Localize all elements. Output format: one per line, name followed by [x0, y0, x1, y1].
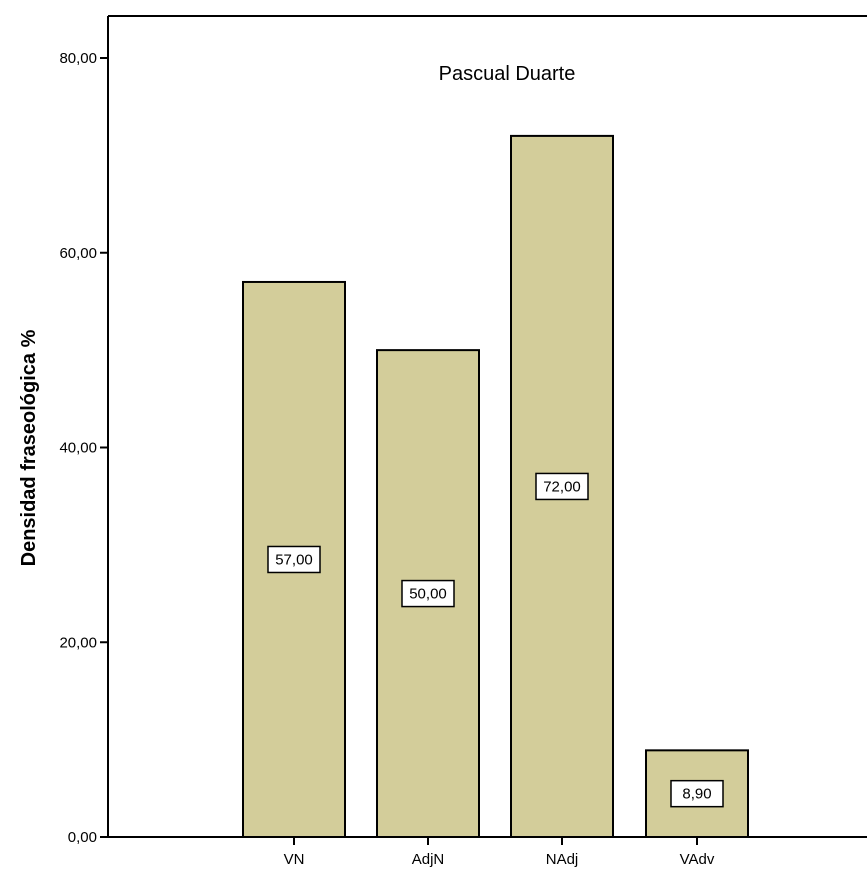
x-tick-label: VAdv [680, 851, 715, 868]
data-label-box [401, 579, 455, 608]
data-label-box [670, 779, 724, 808]
chart-title: Pascual Duarte [439, 63, 576, 85]
y-tick-label: 40,00 [59, 440, 97, 457]
y-tick-label: 20,00 [59, 634, 97, 651]
y-axis-label: Densidad fraseológica % [18, 329, 40, 566]
data-label: 50,00 [409, 586, 447, 603]
plot-frame [107, 15, 867, 838]
data-label-box [535, 472, 589, 501]
data-label-box [267, 545, 321, 574]
bar [645, 749, 749, 838]
y-tick-label: 60,00 [59, 245, 97, 262]
y-tick-label: 80,00 [59, 50, 97, 67]
data-label: 72,00 [543, 478, 581, 495]
bars-group [242, 134, 749, 838]
data-label: 57,00 [275, 551, 313, 568]
data-labels-group: 57,00 50,00 72,00 8,90 [267, 472, 724, 808]
x-tick-label: VN [284, 851, 305, 868]
y-axis: 0,00 20,00 40,00 60,00 80,00 [59, 50, 108, 846]
x-tick-label: NAdj [546, 851, 579, 868]
y-tick-label: 0,00 [68, 829, 97, 846]
x-tick-label: AdjN [412, 851, 445, 868]
x-axis: VN AdjN NAdj VAdv [284, 837, 715, 868]
data-label: 8,90 [682, 786, 711, 803]
